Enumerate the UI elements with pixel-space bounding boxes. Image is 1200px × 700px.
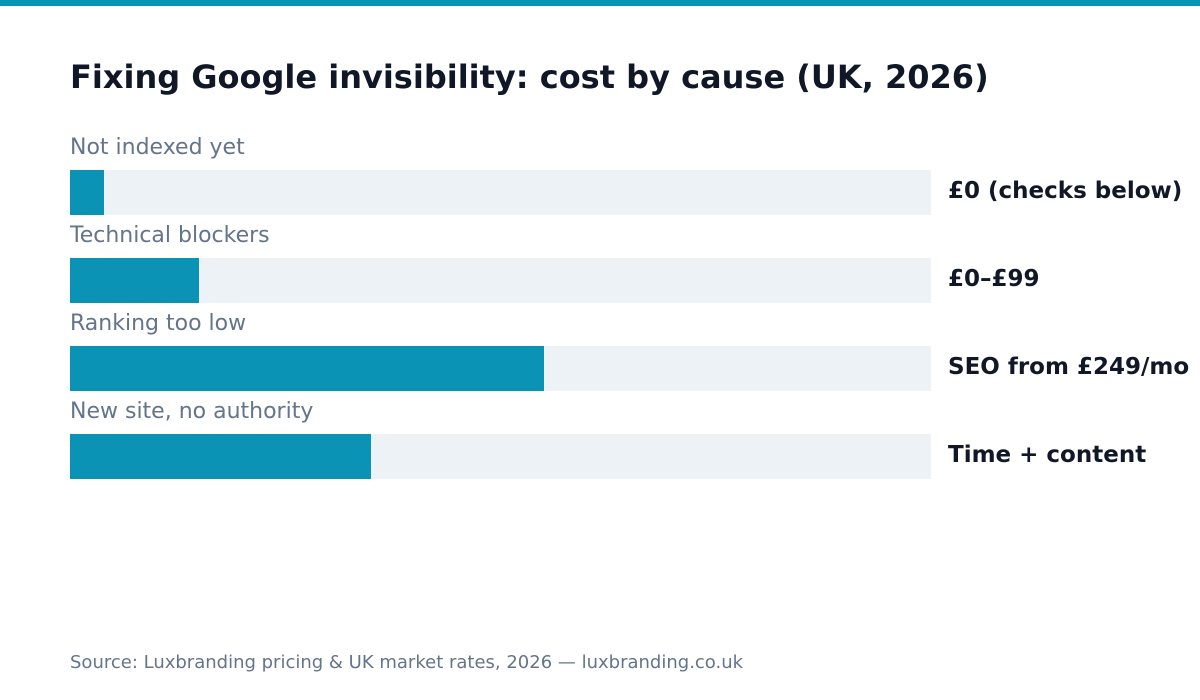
bar-track [70,258,931,303]
value-label: SEO from £249/mo [948,354,1190,380]
top-accent-bar [0,0,1200,6]
value-label: Time + content [948,442,1147,468]
bar-track [70,346,931,391]
bar-track [70,170,931,215]
bar [70,434,371,479]
bar [70,170,104,215]
source-note: Source: Luxbranding pricing & UK market … [70,652,744,673]
bar-track [70,434,931,479]
chart-title: Fixing Google invisibility: cost by caus… [70,58,989,96]
category-label: Not indexed yet [70,135,245,160]
category-label: New site, no authority [70,399,314,424]
bar [70,258,199,303]
category-label: Ranking too low [70,311,247,336]
value-label: £0 (checks below) [948,178,1183,204]
value-label: £0–£99 [948,266,1040,292]
category-label: Technical blockers [70,223,270,248]
bar [70,346,544,391]
